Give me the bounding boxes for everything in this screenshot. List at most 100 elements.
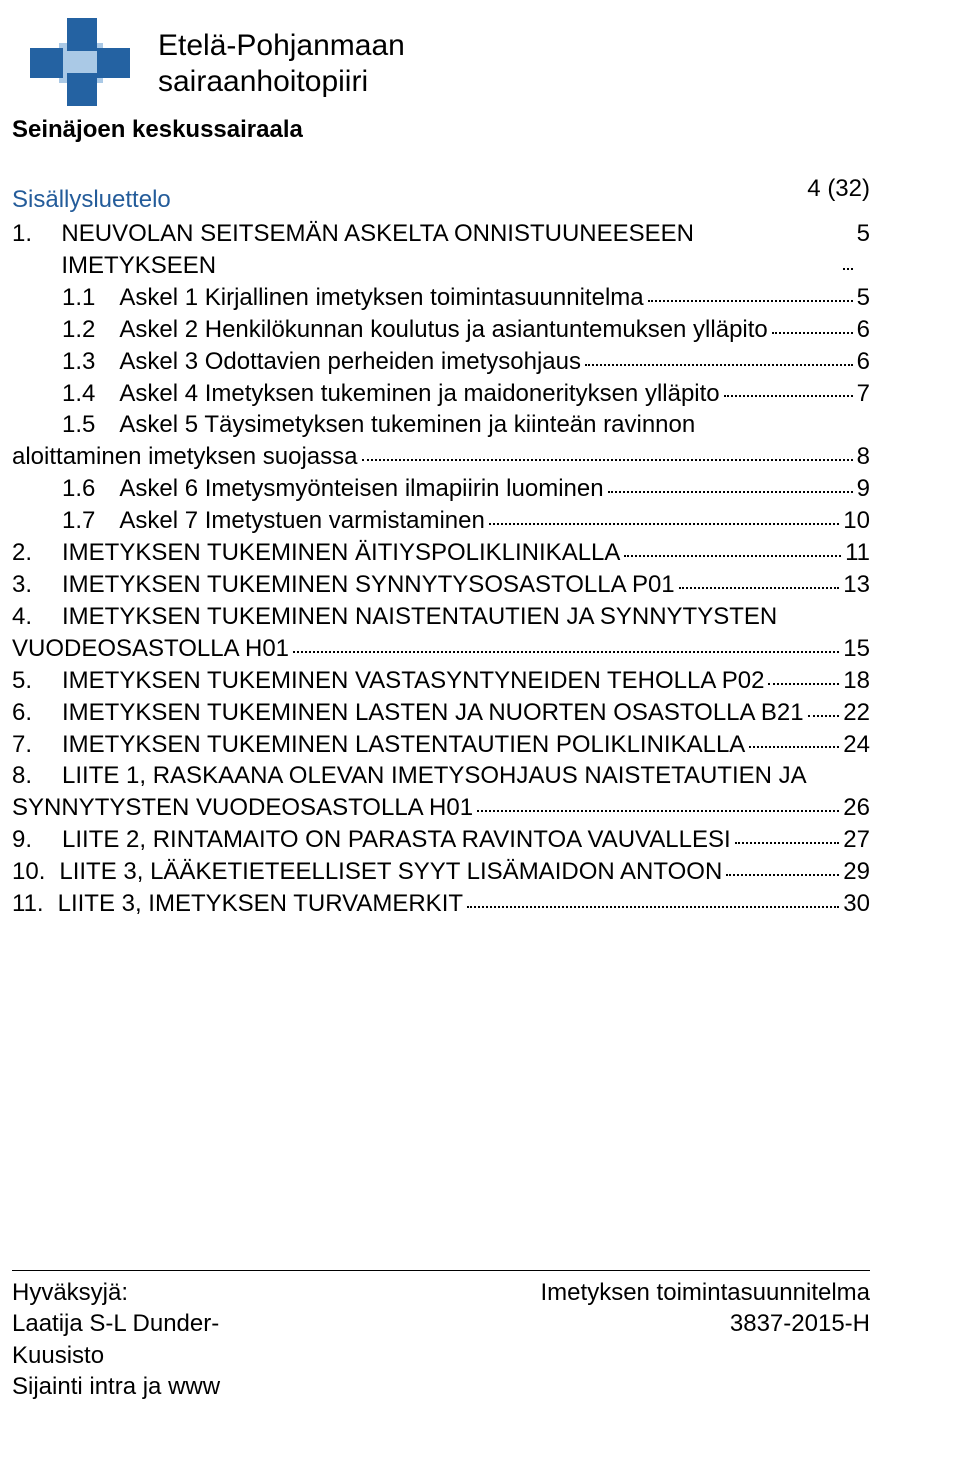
toc-entry-number: 1.7 [62, 505, 95, 537]
toc-entry-label: Askel 4 Imetyksen tukeminen ja maidoneri… [119, 378, 719, 410]
toc-entry[interactable]: 1.3 Askel 3 Odottavien perheiden imetysoh… [12, 346, 870, 378]
toc-entry-page: 27 [843, 824, 870, 856]
toc-entry-number: 1.1 [62, 282, 95, 314]
toc-entry-label: LIITE 2, RINTAMAITO ON PARASTA RAVINTOA … [62, 824, 731, 856]
toc-entry[interactable]: 2.IMETYKSEN TUKEMINEN ÄITIYSPOLIKLINIKAL… [12, 537, 870, 569]
toc-entry[interactable]: 1.1 Askel 1 Kirjallinen imetyksen toimint… [12, 282, 870, 314]
toc-entry[interactable]: 1.4 Askel 4 Imetyksen tukeminen ja maidon… [12, 378, 870, 410]
toc-entry-label: IMETYKSEN TUKEMINEN VASTASYNTYNEIDEN TEH… [62, 665, 764, 697]
toc-entry-label: Askel 2 Henkilökunnan koulutus ja asiant… [119, 314, 767, 346]
toc-entry-page: 6 [857, 314, 870, 346]
toc-entry[interactable]: 6. IMETYKSEN TUKEMINEN LASTEN JA NUORTEN … [12, 697, 870, 729]
footer-left-block: Hyväksyjä: Laatija S-L Dunder- Kuusisto … [12, 1277, 220, 1402]
toc-entry-number: 3. [12, 569, 32, 601]
location-line: Sijainti intra ja www [12, 1371, 220, 1402]
toc-leader-dots [608, 491, 853, 493]
toc-entry-page: 15 [843, 633, 870, 665]
toc-entry-number: 6. [12, 697, 32, 729]
toc-entry-label: LIITE 1, RASKAANA OLEVAN IMETYSOHJAUS NA… [62, 760, 807, 792]
toc-entry-label: aloittaminen imetyksen suojassa [12, 441, 358, 473]
toc-entry[interactable]: 1.7 Askel 7 Imetystuen varmistaminen 10 [12, 505, 870, 537]
toc-entry-label: IMETYKSEN TUKEMINEN LASTEN JA NUORTEN OS… [62, 697, 804, 729]
toc-leader-dots [477, 810, 839, 812]
toc-entry[interactable]: 1.NEUVOLAN SEITSEMÄN ASKELTA ONNISTUUNEE… [12, 218, 870, 282]
toc-entry-page: 8 [857, 441, 870, 473]
author-line1: Laatija S-L Dunder- [12, 1308, 220, 1339]
toc-entry-continuation[interactable]: SYNNYTYSTEN VUODEOSASTOLLA H0126 [12, 792, 870, 824]
footer-right-block: Imetyksen toimintasuunnitelma 3837-2015-… [541, 1277, 870, 1402]
toc-entry-number: 8. [12, 760, 32, 792]
toc-entry-number: 1.2 [62, 314, 95, 346]
toc-leader-dots [726, 874, 839, 876]
toc-entry[interactable]: 9.LIITE 2, RINTAMAITO ON PARASTA RAVINTO… [12, 824, 870, 856]
toc-leader-dots [624, 555, 841, 557]
toc-entry-page: 26 [843, 792, 870, 824]
toc-entry[interactable]: 1.6 Askel 6 Imetysmyönteisen ilmapiirin l… [12, 473, 870, 505]
toc-entry-page: 7 [857, 378, 870, 410]
toc-entry-label: Askel 3 Odottavien perheiden imetysohjau… [119, 346, 581, 378]
toc-leader-dots [467, 906, 839, 908]
toc-entry[interactable]: 8. LIITE 1, RASKAANA OLEVAN IMETYSOHJAUS … [12, 760, 870, 792]
toc-entry-number: 1.4 [62, 378, 95, 410]
organization-name-line2: sairaanhoitopiiri [158, 64, 405, 100]
toc-entry-label: IMETYKSEN TUKEMINEN NAISTENTAUTIEN JA SY… [62, 601, 777, 633]
toc-entry[interactable]: 3. IMETYKSEN TUKEMINEN SYNNYTYSOSASTOLLA … [12, 569, 870, 601]
toc-entry-label: Askel 1 Kirjallinen imetyksen toimintasu… [119, 282, 643, 314]
doc-title: Imetyksen toimintasuunnitelma [541, 1277, 870, 1308]
document-footer: Hyväksyjä: Laatija S-L Dunder- Kuusisto … [12, 1270, 870, 1402]
toc-entry-page: 29 [843, 856, 870, 888]
toc-entry[interactable]: 1.2 Askel 2 Henkilökunnan koulutus ja asi… [12, 314, 870, 346]
logo-cross-icon [30, 18, 130, 108]
toc-entry-page: 5 [857, 218, 870, 250]
toc-entry-page: 22 [843, 697, 870, 729]
toc-leader-dots [585, 364, 853, 366]
toc-entry[interactable]: 4. IMETYKSEN TUKEMINEN NAISTENTAUTIEN JA … [12, 601, 870, 633]
organization-name: Etelä-Pohjanmaan sairaanhoitopiiri [130, 18, 405, 100]
toc-entry[interactable]: 5.IMETYKSEN TUKEMINEN VASTASYNTYNEIDEN T… [12, 665, 870, 697]
toc-entry-label: LIITE 3, LÄÄKETIETEELLISET SYYT LISÄMAID… [59, 856, 722, 888]
toc-entry-label: Askel 6 Imetysmyönteisen ilmapiirin luom… [119, 473, 603, 505]
toc-entry-number: 11. [12, 888, 44, 920]
toc-entry-label: VUODEOSASTOLLA H01 [12, 633, 289, 665]
toc-entry-page: 11 [845, 537, 870, 569]
toc-entry-number: 4. [12, 601, 32, 633]
hospital-subtitle: Seinäjoen keskussairaala [0, 108, 960, 144]
toc-entry-page: 6 [857, 346, 870, 378]
toc-leader-dots [808, 715, 840, 717]
toc-leader-dots [679, 587, 840, 589]
toc-leader-dots [489, 523, 839, 525]
toc-leader-dots [362, 459, 853, 461]
toc-entry-number: 7. [12, 729, 32, 761]
toc-entry-label: Askel 5 Täysimetyksen tukeminen ja kiint… [119, 409, 695, 441]
toc-entry-number: 2. [12, 537, 32, 569]
toc-entry-page: 30 [843, 888, 870, 920]
toc-entry-continuation[interactable]: aloittaminen imetyksen suojassa 8 [12, 441, 870, 473]
toc-entry-page: 10 [843, 505, 870, 537]
toc-leader-dots [293, 651, 839, 653]
toc-entry-number: 1.3 [62, 346, 95, 378]
toc-entry-page: 24 [843, 729, 870, 761]
approver-label: Hyväksyjä: [12, 1277, 220, 1308]
page-indicator: 4 (32) [807, 175, 870, 203]
doc-id: 3837-2015-H [541, 1308, 870, 1339]
toc-entry-label: LIITE 3, IMETYKSEN TURVAMERKIT [58, 888, 463, 920]
toc-entry[interactable]: 10. LIITE 3, LÄÄKETIETEELLISET SYYT LISÄM… [12, 856, 870, 888]
toc-entry-label: NEUVOLAN SEITSEMÄN ASKELTA ONNISTUUNEESE… [61, 218, 838, 282]
toc-entry-continuation[interactable]: VUODEOSASTOLLA H01 15 [12, 633, 870, 665]
document-header: Etelä-Pohjanmaan sairaanhoitopiiri [0, 0, 960, 108]
toc-entry-number: 1.6 [62, 473, 95, 505]
toc-entry-label: Askel 7 Imetystuen varmistaminen [119, 505, 484, 537]
toc-entry[interactable]: 1.5Askel 5 Täysimetyksen tukeminen ja ki… [12, 409, 870, 441]
toc-entry-number: 10. [12, 856, 45, 888]
toc-entry-page: 18 [843, 665, 870, 697]
toc-leader-dots [772, 332, 853, 334]
toc-entry[interactable]: 11. LIITE 3, IMETYKSEN TURVAMERKIT 30 [12, 888, 870, 920]
toc-entry[interactable]: 7.IMETYKSEN TUKEMINEN LASTENTAUTIEN POLI… [12, 729, 870, 761]
toc-leader-dots [735, 842, 840, 844]
toc-leader-dots [749, 746, 839, 748]
toc-leader-dots [768, 683, 839, 685]
table-of-contents: 1.NEUVOLAN SEITSEMÄN ASKELTA ONNISTUUNEE… [0, 218, 960, 920]
toc-leader-dots [843, 268, 853, 270]
author-line2: Kuusisto [12, 1340, 220, 1371]
toc-entry-label: IMETYKSEN TUKEMINEN SYNNYTYSOSASTOLLA P0… [62, 569, 675, 601]
